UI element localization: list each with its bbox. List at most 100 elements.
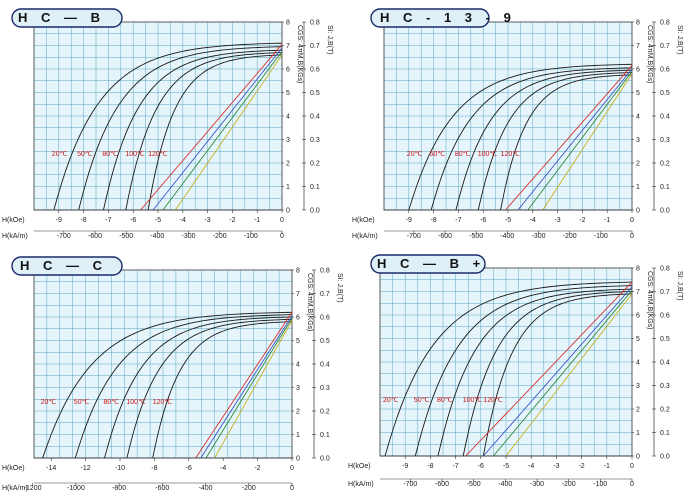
y-tick-tesla: 0.4 [660,114,670,121]
y-tick-tesla: 0.6 [320,315,330,322]
x-tick-koe: -12 [81,465,91,472]
x-tick-koe: -5 [155,217,161,224]
normal-curves [195,312,293,459]
intrinsic-curves [384,281,633,457]
temperature-label-5: 120℃ [483,397,503,404]
temperature-label-2: 50℃ [414,397,430,404]
intrinsic-curve-5 [152,321,293,459]
y-axis-label-si: SI: J,B(T) [676,271,683,301]
x-tick-kam: -800 [112,485,126,492]
y-tick-tesla: 0.2 [660,407,670,414]
x-tick-kam: -500 [119,233,133,240]
chart-panel-2: H C - 1 3 - 9 20℃ 50℃ 80℃ 100℃ 120℃ 0 1 2 3 4 5 6 7 8 0… [352,8,683,240]
x-tick-koe: -4 [180,217,186,224]
x-tick-koe: -7 [452,463,458,470]
x-tick-kam: -500 [467,481,481,488]
x-tick-koe: -6 [130,217,136,224]
y-tick-tesla: 0.2 [320,409,330,416]
intrinsic-curve-2 [414,285,633,457]
normal-curve-1 [140,44,283,211]
x-tick-kam: -400 [498,481,512,488]
y-tick-kgs: 5 [286,90,290,97]
intrinsic-curve-1 [53,42,283,211]
temperature-label-4: 100℃ [125,151,145,158]
x-tick-koe: -8 [80,217,86,224]
intrinsic-curves [42,311,293,459]
y-axis-label-si: SI: J,B(T) [676,25,683,55]
x-tick-kam: -200 [563,233,577,240]
x-tick-kam: -200 [242,485,256,492]
normal-curves [505,65,633,211]
y-axis-label-si: SI: J,B(T) [326,25,333,55]
x-tick-koe: -1 [604,217,610,224]
temperature-label-5: 120℃ [153,399,173,406]
chart-panel-3: H C — C 20℃ 50℃ 80℃ 100℃ 120℃ 0 1 2 3 4 5 6 7 8 0.0 0.1 0… [2,256,343,492]
y-tick-kgs: 3 [636,383,640,390]
y-tick-tesla: 0.2 [310,161,320,168]
y-tick-kgs: 3 [636,137,640,144]
normal-curve-1 [465,281,633,457]
y-tick-tesla: 0.3 [310,137,320,144]
y-tick-tesla: 0.8 [320,268,330,275]
x-axis-label-koe: H(kOe) [352,217,375,224]
y-tick-kgs: 5 [296,338,300,345]
chart-title: H C — B + [377,256,485,271]
y-tick-kgs: 2 [286,161,290,168]
y-tick-kgs: 1 [636,184,640,191]
temperature-label-1: 20℃ [383,397,399,404]
y-axis-label-si: SI: J,B(T) [336,273,343,303]
x-tick-koe: -6 [478,463,484,470]
y-tick-tesla: 0.1 [320,432,330,439]
temperature-label-3: 80℃ [104,399,120,406]
x-tick-koe: -2 [229,217,235,224]
x-tick-kam: -100 [594,233,608,240]
chart-title: H C — C [20,258,107,273]
x-tick-koe: 0 [280,217,284,224]
y-tick-kgs: 6 [296,315,300,322]
intrinsic-curve-3 [437,288,633,457]
y-tick-kgs: 7 [636,289,640,296]
x-tick-kam: -400 [150,233,164,240]
intrinsic-curve-5 [482,293,633,457]
y-tick-kgs: 6 [286,67,290,74]
temperature-label-5: 120℃ [148,151,168,158]
intrinsic-curve-4 [126,318,293,459]
y-tick-kgs: 4 [296,362,300,369]
x-tick-kam: -100 [593,481,607,488]
normal-curve-3 [162,51,283,211]
y-tick-tesla: 0.0 [660,208,670,215]
temperature-label-4: 100℃ [478,151,498,158]
grid [384,22,632,210]
x-tick-koe: 0 [630,217,634,224]
x-tick-kam: 0 [290,485,294,492]
y-tick-tesla: 0.5 [320,338,330,345]
y-tick-kgs: 8 [636,266,640,273]
x-tick-kam: -300 [181,233,195,240]
x-tick-koe: -1 [604,463,610,470]
normal-curves [140,44,283,211]
normal-curve-2 [152,47,283,211]
y-tick-kgs: 6 [636,67,640,74]
y-tick-kgs: 7 [296,291,300,298]
x-tick-kam: -1000 [67,485,85,492]
y-tick-tesla: 0.7 [310,43,320,50]
y-tick-tesla: 0.0 [660,454,670,461]
y-tick-tesla: 0.8 [660,20,670,27]
y-tick-tesla: 0.3 [660,383,670,390]
x-tick-koe: -9 [406,217,412,224]
x-tick-kam: -500 [469,233,483,240]
intrinsic-curve-2 [74,314,293,459]
x-tick-kam: -600 [155,485,169,492]
y-tick-kgs: 5 [636,336,640,343]
x-tick-koe: -4 [528,463,534,470]
x-tick-koe: -2 [579,217,585,224]
y-tick-kgs: 0 [636,454,640,461]
normal-curve-3 [527,71,633,211]
temperature-label-2: 50℃ [77,151,93,158]
x-tick-kam: 0 [630,481,634,488]
x-tick-koe: -2 [254,465,260,472]
x-tick-koe: -10 [115,465,125,472]
temperature-label-2: 50℃ [74,399,90,406]
x-tick-koe: -6 [186,465,192,472]
x-axis-label-koe: H(kOe) [348,463,371,470]
